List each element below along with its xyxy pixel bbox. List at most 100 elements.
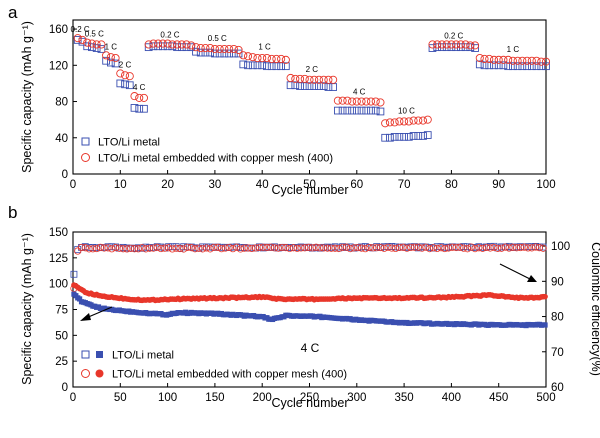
panel-a-mesh-point: [87, 39, 96, 48]
panel-b-efficiency-mesh-point: [531, 243, 540, 251]
panel-b-efficiency-mesh-point: [123, 245, 131, 253]
panel-b-efficiency-mesh-point: [312, 243, 320, 251]
panel-a-lto-point: [97, 45, 106, 53]
panel-b-efficiency-mesh-point: [471, 244, 479, 253]
panel-b-y-axis-right: 60 70 80 90 100: [542, 241, 570, 394]
panel-a-lto-point: [386, 133, 394, 142]
panel-b-efficiency-mesh-point: [327, 244, 335, 252]
panel-a-legend-mesh-label: LTO/Li metal embedded with copper mesh (…: [98, 153, 333, 165]
panel-b-efficiency-mesh-point: [233, 243, 241, 251]
panel-a-mesh-point: [248, 53, 257, 62]
panel-a-mesh-point: [106, 53, 115, 62]
panel-a-mesh-point: [135, 93, 144, 102]
panel-a-lto-point: [471, 44, 479, 52]
panel-b-efficiency-lto-point: [361, 243, 369, 250]
panel-b-efficiency-lto-point: [74, 245, 82, 253]
panel-a-lto-point: [83, 42, 92, 51]
panel-b-efficiency-mesh-point: [301, 244, 309, 252]
panel-b-legend-lto-label: LTO/Li metal: [112, 350, 174, 362]
panel-b-efficiency-mesh-point: [278, 243, 286, 252]
panel-a-mesh-point: [73, 34, 82, 43]
panel-a-mesh-point: [163, 39, 172, 48]
panel-a-lto-point: [485, 61, 494, 70]
panel-a-mesh-point: [314, 75, 324, 84]
panel-b-efficiency-mesh-point: [263, 243, 271, 252]
panel-b-efficiency-mesh-point: [342, 243, 350, 251]
panel-b-efficiency-mesh-point: [225, 243, 233, 252]
panel-b-legend-lto-filled-marker: [96, 351, 103, 358]
panel-a-mesh-point: [348, 97, 357, 106]
panel-b-efficiency-mesh-point: [286, 244, 294, 253]
panel-b-efficiency-mesh-point: [248, 244, 256, 253]
panel-a-mesh-point: [381, 119, 390, 128]
panel-a-lto-point: [163, 42, 172, 51]
panel-b-efficiency-lto: [70, 242, 547, 278]
panel-a-mesh-point: [139, 93, 148, 102]
panel-a-x-tick-label: 20: [161, 179, 174, 191]
panel-b-efficiency-mesh-point: [350, 244, 358, 252]
panel-b-efficiency-mesh-point: [282, 244, 290, 252]
panel-b-efficiency-mesh-point: [448, 243, 456, 251]
panel-a-lto-point: [513, 62, 522, 71]
panel-b-efficiency-mesh-point: [452, 243, 460, 252]
panel-a-x-tick-label: 30: [209, 179, 222, 191]
panel-a-lto-point: [125, 81, 134, 90]
panel-a-lto-point: [234, 49, 243, 58]
panel-a-lto-point: [253, 61, 262, 70]
panel-a-mesh-point: [295, 74, 305, 83]
panel-a-rate-label: 0.5 C: [85, 30, 104, 39]
panel-b-efficiency-mesh-point: [157, 244, 165, 253]
panel-b-x-tick-label: 450: [489, 392, 508, 404]
panel-b-efficiency-mesh-point: [357, 244, 366, 252]
panel-b-efficiency-mesh-point: [475, 244, 483, 252]
panel-a-lto-point: [395, 133, 404, 141]
panel-a-letter: a: [8, 3, 18, 22]
panel-b-efficiency-mesh-point: [509, 243, 517, 251]
panel-a-rate-label: 2 C: [306, 65, 319, 74]
panel-a-mesh-point: [480, 54, 489, 64]
panel-b-efficiency-mesh-point: [304, 243, 313, 251]
panel-a-mesh-point: [338, 96, 347, 105]
panel-a-x-tick-label: 0: [70, 179, 76, 191]
panel-a-lto-point: [433, 43, 442, 52]
panel-a-lto-point: [88, 43, 96, 52]
panel-b-y-tick-label: 50: [55, 330, 68, 342]
panel-b-efficiency-mesh-point: [376, 243, 385, 252]
panel-a-mesh-point: [329, 75, 338, 84]
panel-a-mesh-point: [333, 96, 342, 105]
panel-a-lto-point: [173, 43, 181, 52]
panel-b-y-right-tick-label: 90: [551, 276, 564, 288]
panel-a-lto-point: [447, 43, 456, 52]
panel-a-mesh-point: [229, 44, 238, 54]
panel-b-legend-lto-open-marker: [81, 350, 90, 359]
panel-b-efficiency-mesh-point: [146, 244, 154, 252]
panel-a-lto-point: [121, 80, 129, 89]
panel-a-mesh-point: [130, 92, 139, 101]
panel-a-mesh-point: [286, 73, 295, 83]
panel-a-lto-point: [414, 132, 423, 140]
panel-b-y-right-tick-label: 100: [551, 241, 570, 253]
panel-b-efficiency-mesh-point: [251, 244, 260, 252]
panel-a-mesh-point: [433, 40, 442, 49]
panel-a-lto-point: [461, 43, 470, 52]
panel-b-efficiency-mesh-point: [444, 244, 453, 252]
panel-a-mesh-point: [366, 97, 376, 106]
panel-b-efficiency-mesh-point: [255, 243, 263, 252]
panel-a-mesh-point: [220, 44, 229, 54]
panel-b-efficiency-mesh-point: [81, 244, 89, 252]
panel-a-mesh-point: [243, 52, 253, 61]
panel-b-efficiency-mesh-point: [274, 244, 282, 252]
panel-b-efficiency-mesh-point: [138, 244, 146, 252]
panel-a-lto-point: [310, 82, 319, 90]
panel-a-mesh-point: [210, 44, 219, 54]
panel-b-efficiency-mesh-point: [524, 244, 532, 252]
panel-a-x-tick-label: 60: [350, 179, 363, 191]
panel-b-efficiency-mesh-point: [297, 244, 305, 252]
panel-a-lto-point: [282, 62, 290, 71]
panel-a-lto-point: [352, 106, 361, 115]
panel-b-y-axis-title: Specific capacity (mAh g⁻¹): [20, 233, 34, 385]
panel-b-efficiency-mesh-point: [331, 244, 339, 252]
panel-a-mesh-point: [234, 45, 243, 54]
panel-b-efficiency-mesh-point: [373, 244, 381, 252]
panel-b-efficiency-mesh-point: [456, 243, 464, 251]
